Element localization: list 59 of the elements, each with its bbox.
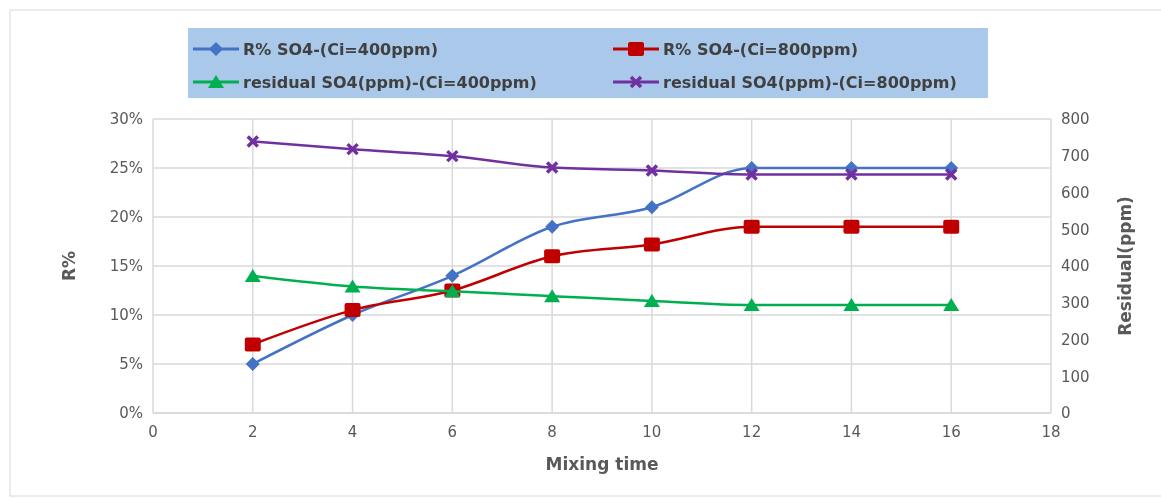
y-tick-label: 30%: [109, 110, 143, 129]
point: [345, 142, 360, 156]
point: [244, 268, 261, 282]
y-tick-label: 10%: [109, 306, 143, 325]
y-axis-title: R%: [59, 250, 79, 282]
point: [545, 219, 560, 234]
y-tick-label: 0%: [119, 404, 143, 423]
point: [844, 167, 859, 182]
y2-tick-label: 800: [1061, 110, 1090, 129]
legend-label: R% SO4-(Ci=400ppm): [243, 39, 439, 59]
point: [344, 303, 361, 318]
legend-label: residual SO4(ppm)-(Ci=800ppm): [663, 72, 957, 92]
point: [445, 149, 460, 163]
x-tick-label: 4: [347, 423, 358, 441]
y2-tick-label: 300: [1061, 294, 1090, 312]
point: [344, 279, 361, 293]
point: [843, 297, 860, 311]
y-tick-label: 15%: [109, 257, 143, 276]
y2-tick-label: 700: [1061, 147, 1090, 165]
x-tick-label: 8: [547, 423, 557, 441]
y2-tick-label: 500: [1061, 220, 1090, 239]
point: [544, 249, 561, 264]
y2-tick-label: 600: [1061, 183, 1090, 202]
x-tick-label: 12: [742, 423, 762, 441]
point: [246, 134, 260, 149]
point: [943, 219, 960, 234]
y2-axis-title: Residual(ppm): [1115, 196, 1135, 336]
point: [545, 160, 559, 175]
x-tick-label: 14: [841, 423, 861, 441]
x-tick-label: 10: [642, 423, 662, 441]
y2-tick-label: 0: [1061, 404, 1071, 423]
x-tick-label: 0: [148, 423, 158, 441]
point: [843, 219, 860, 234]
y2-tick-label: 100: [1061, 367, 1090, 386]
x-tick-label: 6: [447, 423, 458, 441]
y2-tick-label: 400: [1061, 257, 1090, 276]
x-tick-label: 18: [1041, 423, 1061, 441]
point: [944, 167, 958, 182]
point: [245, 357, 260, 371]
point: [445, 268, 460, 283]
x-tick-label: 16: [941, 423, 961, 441]
point: [643, 237, 660, 252]
y-tick-label: 20%: [109, 208, 143, 227]
point: [943, 297, 960, 311]
legend-label: residual SO4(ppm)-(Ci=400ppm): [243, 72, 537, 92]
point: [743, 297, 760, 311]
point: [743, 219, 760, 234]
x-axis-title: Mixing time: [545, 454, 659, 474]
point: [744, 167, 759, 182]
y2-tick-label: 200: [1061, 330, 1090, 349]
x-tick-label: 2: [248, 423, 258, 441]
point: [644, 200, 659, 215]
y-tick-label: 25%: [109, 159, 143, 178]
point: [643, 293, 660, 307]
point: [244, 337, 261, 352]
point: [544, 289, 561, 303]
legend-label: R% SO4-(Ci=800ppm): [663, 39, 859, 59]
y-tick-label: 5%: [119, 355, 143, 374]
point: [645, 163, 659, 178]
